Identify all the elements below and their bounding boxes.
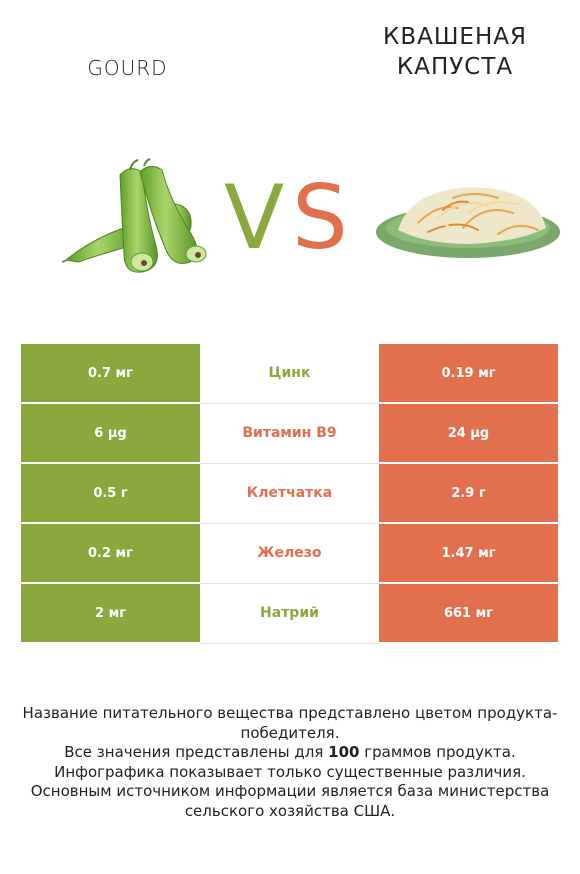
- nutrient-cell: Цинк: [200, 344, 379, 402]
- nutrient-label: Витамин B9: [242, 425, 337, 441]
- right-value: 0.19 мг: [441, 365, 496, 381]
- footnote-line: Инфографика показывает только существенн…: [54, 762, 526, 781]
- nutrient-cell: Натрий: [200, 584, 379, 642]
- left-value: 2 мг: [95, 605, 126, 621]
- left-value: 0.5 г: [93, 485, 128, 501]
- vs-label: V S: [224, 166, 348, 263]
- row-divider: [200, 403, 379, 404]
- comparison-table: 0.7 мг Цинк 0.19 мг 6 µg Витамин B9 24 µ…: [21, 344, 558, 644]
- right-value: 1.47 мг: [441, 545, 496, 561]
- nutrient-label: Клетчатка: [246, 485, 333, 501]
- left-value: 0.7 мг: [88, 365, 133, 381]
- nutrient-label: Натрий: [260, 605, 319, 621]
- nutrient-cell: Железо: [200, 524, 379, 582]
- row-divider: [200, 523, 379, 524]
- sauerkraut-plate-image: [376, 187, 560, 258]
- left-value: 0.2 мг: [88, 545, 133, 561]
- right-value: 24 µg: [447, 425, 490, 441]
- vs-v-letter: V: [224, 166, 284, 263]
- row-divider: [200, 643, 379, 644]
- footnote-line: Название питательного вещества представл…: [22, 704, 558, 742]
- row-divider: [200, 463, 379, 464]
- nutrient-label: Железо: [257, 545, 322, 561]
- table-row: 0.5 г Клетчатка 2.9 г: [21, 464, 558, 524]
- table-row: 6 µg Витамин B9 24 µg: [21, 404, 558, 464]
- left-food-title: GOURD: [87, 56, 168, 80]
- gourd-image: [61, 158, 207, 273]
- footnote-amount: 100: [328, 743, 360, 761]
- footnote: Название питательного вещества представл…: [18, 704, 562, 821]
- vs-s-letter: S: [292, 166, 348, 263]
- right-value-cell: 661 мг: [379, 584, 558, 642]
- left-value-cell: 2 мг: [21, 584, 200, 642]
- left-value: 6 µg: [94, 425, 127, 441]
- footnote-text: граммов продукта.: [359, 743, 516, 761]
- table-row: 0.7 мг Цинк 0.19 мг: [21, 344, 558, 404]
- left-value-cell: 0.2 мг: [21, 524, 200, 582]
- left-value-cell: 0.5 г: [21, 464, 200, 522]
- table-row: 0.2 мг Железо 1.47 мг: [21, 524, 558, 584]
- footnote-text: Все значения представлены для: [64, 743, 329, 761]
- nutrient-label: Цинк: [268, 365, 311, 381]
- row-divider: [200, 583, 379, 584]
- right-value-cell: 24 µg: [379, 404, 558, 462]
- right-value-cell: 1.47 мг: [379, 524, 558, 582]
- right-value-cell: 0.19 мг: [379, 344, 558, 402]
- footnote-line: Все значения представлены для 100 граммо…: [18, 743, 562, 763]
- nutrient-cell: Витамин B9: [200, 404, 379, 462]
- left-value-cell: 0.7 мг: [21, 344, 200, 402]
- right-value: 661 мг: [443, 605, 494, 621]
- left-value-cell: 6 µg: [21, 404, 200, 462]
- right-value-cell: 2.9 г: [379, 464, 558, 522]
- nutrient-cell: Клетчатка: [200, 464, 379, 522]
- table-row: 2 мг Натрий 661 мг: [21, 584, 558, 644]
- right-value: 2.9 г: [451, 485, 486, 501]
- right-food-title: КВАШЕНАЯ КАПУСТА: [383, 24, 527, 80]
- footnote-line: Основным источником информации является …: [30, 782, 550, 820]
